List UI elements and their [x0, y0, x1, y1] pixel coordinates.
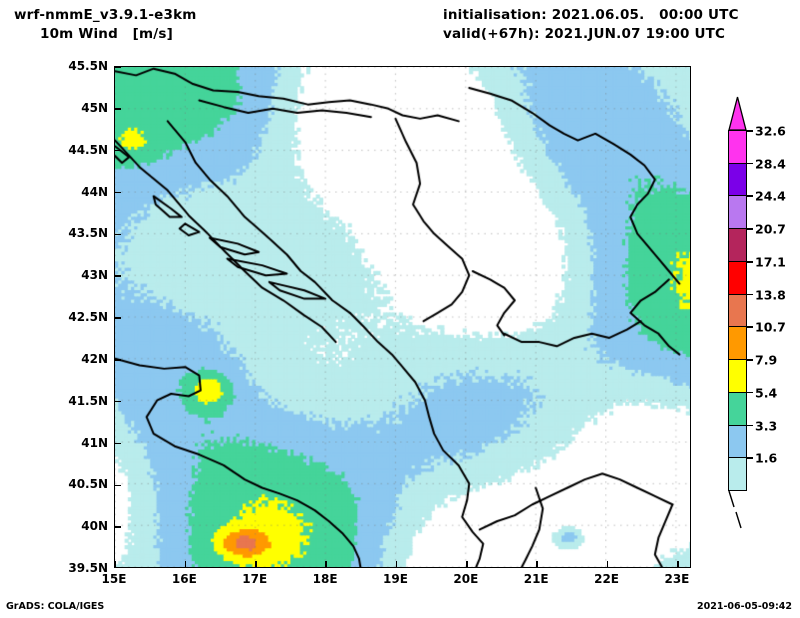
colorbar-tick: [747, 228, 753, 230]
colorbar-tick: [747, 260, 753, 263]
y-axis-tick: [115, 67, 121, 68]
initialisation-time: initialisation: 2021.06.05. 00:00 UTC: [443, 7, 739, 23]
y-axis-tick-label: 44N: [81, 184, 108, 199]
x-axis-tick: [115, 561, 116, 567]
colorbar-tick-label: 17.1: [755, 254, 786, 270]
grads-credit: GrADS: COLA/IGES: [6, 601, 105, 612]
colorbar-tick-label: 32.6: [755, 123, 786, 139]
x-axis-tick-label: 17E: [242, 572, 268, 586]
x-axis-tick-label: 15E: [101, 572, 127, 586]
colorbar-tick: [747, 424, 753, 427]
x-axis-tick: [395, 561, 398, 567]
colorbar-tick-label: 3.3: [755, 418, 778, 434]
colorbar-tick-label: 10.7: [755, 319, 786, 335]
colorbar-band: [728, 326, 747, 361]
y-axis-tick: [115, 149, 121, 152]
colorbar-tick-label: 1.6: [755, 450, 778, 466]
x-axis-tick: [677, 561, 679, 567]
x-axis-tick-label: 16E: [171, 572, 197, 586]
model-title-block: wrf-nmmE_v3.9.1-e3km 10m Wind [m/s]: [14, 6, 197, 44]
colorbar-band: [728, 130, 747, 165]
run-info-block: initialisation: 2021.06.05. 00:00 UTC va…: [443, 6, 739, 44]
colorbar-band: [728, 195, 747, 230]
colorbar-tick-label: 13.8: [755, 287, 786, 303]
colorbar-tick: [747, 391, 753, 394]
x-axis-tick: [184, 561, 187, 567]
colorbar-band: [728, 457, 747, 492]
colorbar-tick-label: 24.4: [755, 188, 786, 204]
y-axis-tick-label: 41N: [81, 435, 108, 450]
y-axis-tick: [115, 191, 121, 194]
colorbar-tick: [747, 359, 753, 361]
x-axis-tick: [466, 561, 468, 567]
valid-time: valid(+67h): 2021.JUN.07 19:00 UTC: [443, 26, 726, 42]
colorbar-band: [728, 293, 747, 328]
y-axis-tick-label: 44.5N: [68, 142, 108, 157]
colorbar-tick: [747, 162, 753, 165]
x-axis-tick: [536, 561, 538, 567]
x-axis-tick: [606, 561, 609, 567]
colorbar-band: [728, 162, 747, 197]
x-axis-tick-label: 20E: [453, 572, 479, 586]
y-axis-tick-label: 42.5N: [68, 310, 108, 324]
colorbar-tick: [747, 293, 753, 296]
colorbar-tick-label: 20.7: [755, 221, 786, 237]
x-axis-tick-label: 21E: [523, 572, 549, 586]
y-axis-tick: [115, 526, 121, 528]
y-axis-tick-label: 45N: [81, 100, 108, 115]
y-axis-tick: [115, 442, 121, 445]
colorbar-extend-high-cap: [728, 96, 747, 131]
colorbar-band: [728, 260, 747, 295]
colorbar-band: [728, 391, 747, 426]
colorbar-tick-label: 7.9: [755, 352, 778, 368]
colorbar: 1.6 3.3 5.4 7.9 10.7 13.8 17.1 20.7 24.4 28.4 32.6: [728, 96, 800, 529]
colorbar-tick: [747, 130, 753, 132]
x-axis-tick: [325, 561, 327, 567]
y-axis-tick: [115, 233, 121, 236]
map-plot-area[interactable]: [114, 66, 691, 568]
colorbar-tick-label: 5.4: [755, 385, 778, 401]
x-axis-tick: [254, 561, 257, 567]
colorbar-extend-low-tail: [728, 490, 747, 529]
colorbar-band: [728, 359, 747, 394]
wind-speed-field: [115, 67, 690, 567]
y-axis-tick-label: 43N: [81, 268, 108, 283]
colorbar-band: [728, 424, 747, 459]
x-axis-tick-label: 18E: [312, 572, 338, 586]
y-axis-tick-label: 43.5N: [68, 226, 108, 241]
y-axis-tick-label: 41.5N: [68, 393, 108, 408]
y-axis-tick: [115, 317, 121, 319]
y-axis-tick: [115, 275, 121, 277]
render-timestamp: 2021-06-05-09:42: [697, 601, 792, 612]
model-name: wrf-nmmE_v3.9.1-e3km: [14, 7, 197, 23]
y-axis-tick: [115, 484, 121, 487]
variable-label: 10m Wind [m/s]: [40, 26, 174, 42]
x-axis-tick-label: 19E: [383, 572, 408, 586]
colorbar-tick: [747, 195, 753, 198]
colorbar-tick: [747, 457, 753, 459]
y-axis-tick: [115, 108, 121, 110]
colorbar-tick-label: 28.4: [755, 156, 786, 172]
y-axis-tick: [115, 400, 121, 403]
x-axis-tick-label: 22E: [594, 572, 619, 586]
y-axis-tick-label: 40N: [81, 519, 108, 534]
y-axis-tick-label: 40.5N: [68, 477, 108, 492]
y-axis-tick-label: 45.5N: [68, 59, 108, 73]
y-axis-tick-label: 39.5N: [68, 561, 108, 575]
y-axis-tick: [115, 359, 121, 361]
x-axis-tick-label: 23E: [664, 572, 690, 586]
colorbar-band: [728, 228, 747, 263]
y-axis-tick-label: 42N: [81, 351, 108, 366]
colorbar-tick: [747, 326, 753, 328]
